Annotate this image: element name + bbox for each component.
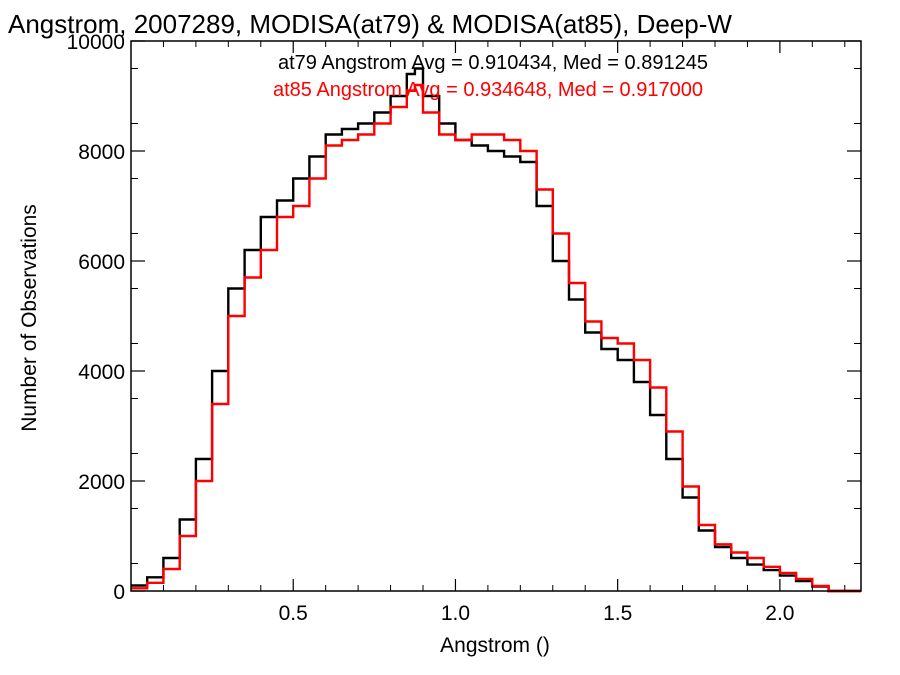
plot-frame	[130, 40, 862, 592]
series-line-0	[131, 67, 861, 593]
axes-layer: 0.5 1.0 1.5 2.0 0 2000 4000 6000 8000 10000	[67, 31, 862, 625]
x-tick-label: 1.5	[603, 602, 632, 625]
x-axis-label: Angstrom ()	[440, 634, 550, 657]
y-tick-label: 0	[113, 581, 125, 604]
chart-title: Angstrom, 2007289, MODISA(at79) & MODISA…	[8, 9, 732, 39]
y-tick-label: 8000	[78, 141, 125, 164]
y-tick-label: 2000	[78, 471, 125, 494]
y-tick-label: 10000	[67, 31, 125, 54]
y-tick-label: 6000	[78, 251, 125, 274]
y-tick-label: 4000	[78, 361, 125, 384]
x-tick-label: 2.0	[765, 602, 794, 625]
x-tick-label: 0.5	[279, 602, 308, 625]
y-axis-label: Number of Observations	[18, 204, 41, 432]
annotation-at79: at79 Angstrom Avg = 0.910434, Med = 0.89…	[278, 52, 708, 74]
annotation-at85: at85 Angstrom Avg = 0.934648, Med = 0.91…	[273, 79, 703, 101]
series-layer	[131, 67, 861, 593]
series-line-1	[131, 83, 861, 593]
x-tick-label: 1.0	[441, 602, 470, 625]
